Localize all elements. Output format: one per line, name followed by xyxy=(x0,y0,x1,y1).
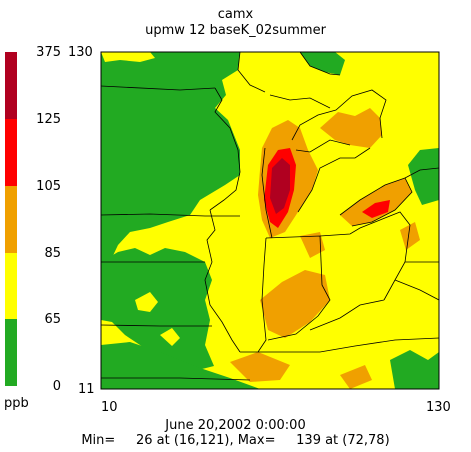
map-frame xyxy=(100,51,440,390)
yellow-patch-northwest xyxy=(101,52,155,62)
peak-region-lake-michigan xyxy=(270,158,290,214)
datetime-label: June 20,2002 0:00:00 xyxy=(165,418,306,433)
x-axis-min: 10 xyxy=(101,400,118,415)
green-region-plains xyxy=(101,248,214,372)
colorbar-label-125: 125 xyxy=(36,112,61,127)
colorbar-unit: ppb xyxy=(4,396,29,411)
colorbar-label-105: 105 xyxy=(36,179,61,194)
green-region-south xyxy=(101,342,260,389)
ozone-map xyxy=(100,51,440,390)
green-region-west xyxy=(101,52,240,270)
green-region-southeast xyxy=(390,350,439,389)
green-region-east-lake xyxy=(408,148,439,205)
min-max-stats: Min= 26 at (16,121), Max= 139 at (72,78) xyxy=(81,433,390,448)
run-title: upmw 12 baseK_02summer xyxy=(145,23,326,38)
orange-region-lake-erie xyxy=(340,178,412,226)
colorbar-label-0: 0 xyxy=(52,379,61,394)
green-region-northeast xyxy=(300,52,345,75)
y-axis-min: 11 xyxy=(78,382,95,397)
yellow-patch-plains-2 xyxy=(135,292,158,312)
colorbar-band-0-65 xyxy=(5,319,17,386)
red-region-lake-erie xyxy=(362,200,390,218)
colorbar-label-375: 375 xyxy=(36,45,61,60)
y-axis-max: 130 xyxy=(68,45,93,60)
colorbar-label-65: 65 xyxy=(44,312,61,327)
x-axis-max: 130 xyxy=(426,400,451,415)
orange-region-lake-huron xyxy=(320,108,382,148)
yellow-patch-east xyxy=(430,52,439,100)
colorbar-band-125-375 xyxy=(5,52,17,119)
orange-region-east xyxy=(400,222,420,250)
yellow-patch-plains-1 xyxy=(140,232,175,250)
orange-region-ohio-valley-2 xyxy=(300,232,325,258)
colorbar-label-85: 85 xyxy=(44,246,61,261)
colorbar-band-105-125 xyxy=(5,119,17,186)
colorbar-band-85-105 xyxy=(5,186,17,253)
boundary-lines xyxy=(101,52,439,381)
orange-region-south xyxy=(230,352,290,382)
colorbar xyxy=(5,52,17,386)
orange-region-southeast xyxy=(340,365,372,389)
orange-region-ohio-valley-1 xyxy=(260,270,330,338)
model-title: camx xyxy=(217,7,254,22)
colorbar-band-65-85 xyxy=(5,253,17,319)
yellow-patch-plains-3 xyxy=(160,328,180,346)
